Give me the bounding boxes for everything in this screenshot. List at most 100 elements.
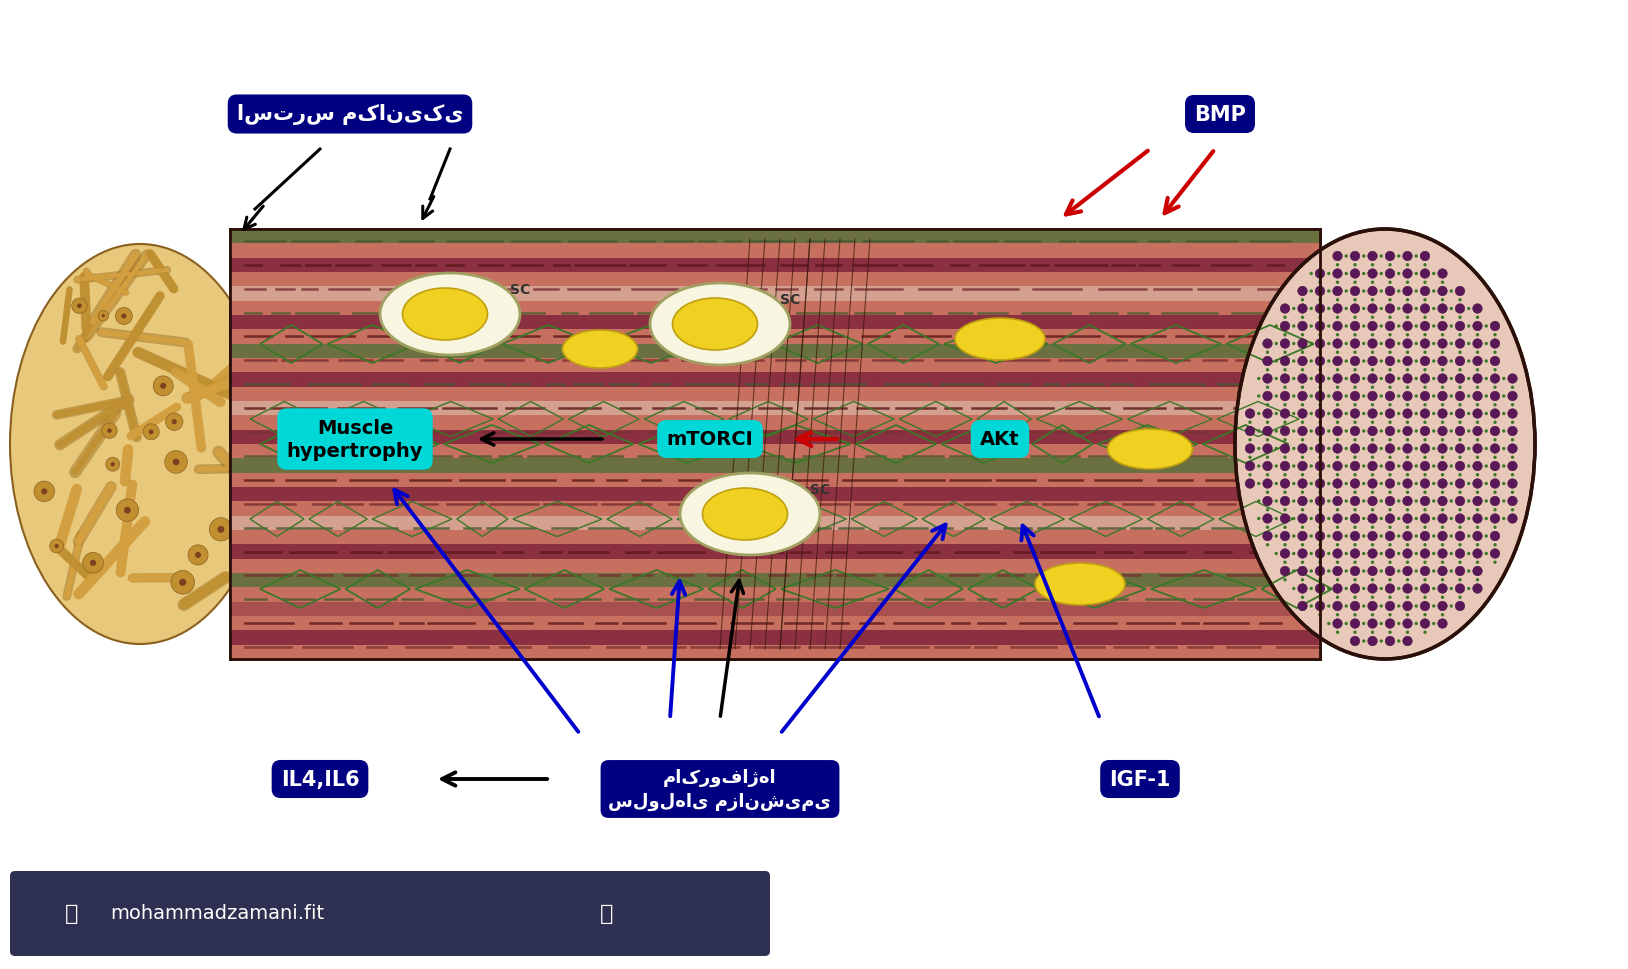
Ellipse shape	[1319, 526, 1322, 529]
Ellipse shape	[1415, 587, 1418, 590]
Ellipse shape	[1423, 439, 1426, 442]
Ellipse shape	[1379, 255, 1382, 259]
Ellipse shape	[1327, 430, 1330, 433]
Ellipse shape	[1371, 281, 1374, 285]
Ellipse shape	[1407, 578, 1410, 581]
Bar	[230, 487, 1320, 502]
Ellipse shape	[1283, 368, 1286, 372]
Ellipse shape	[1263, 391, 1273, 401]
Ellipse shape	[1415, 448, 1418, 451]
Ellipse shape	[1407, 387, 1410, 390]
Bar	[230, 316, 1320, 330]
Bar	[230, 473, 1320, 487]
Ellipse shape	[1327, 395, 1330, 398]
Ellipse shape	[1263, 444, 1273, 453]
Ellipse shape	[1315, 461, 1325, 471]
Ellipse shape	[1467, 483, 1470, 485]
Ellipse shape	[1467, 378, 1470, 381]
Ellipse shape	[1397, 395, 1400, 398]
Ellipse shape	[1337, 474, 1340, 477]
Ellipse shape	[1485, 359, 1488, 363]
Ellipse shape	[1363, 430, 1366, 433]
Ellipse shape	[1455, 426, 1465, 436]
Ellipse shape	[1455, 567, 1465, 577]
Ellipse shape	[1350, 409, 1359, 419]
Ellipse shape	[1389, 351, 1392, 355]
Ellipse shape	[1449, 483, 1452, 485]
Ellipse shape	[1379, 483, 1382, 485]
Ellipse shape	[1301, 333, 1304, 337]
Bar	[230, 401, 1320, 416]
Ellipse shape	[1490, 322, 1499, 331]
Ellipse shape	[1319, 404, 1322, 407]
Ellipse shape	[1257, 483, 1260, 485]
Ellipse shape	[1298, 532, 1307, 542]
Ellipse shape	[1333, 549, 1343, 559]
Ellipse shape	[1403, 532, 1413, 542]
Ellipse shape	[1397, 552, 1400, 555]
Ellipse shape	[1309, 535, 1312, 538]
Ellipse shape	[1280, 322, 1289, 331]
Ellipse shape	[1467, 430, 1470, 433]
Ellipse shape	[1385, 461, 1395, 471]
Ellipse shape	[34, 482, 54, 502]
Ellipse shape	[1319, 596, 1322, 599]
Ellipse shape	[1337, 264, 1340, 267]
Ellipse shape	[1459, 351, 1462, 355]
Bar	[230, 502, 1320, 516]
Ellipse shape	[1407, 631, 1410, 635]
Ellipse shape	[1333, 252, 1343, 262]
Bar	[230, 616, 1320, 631]
Ellipse shape	[1283, 509, 1286, 512]
Ellipse shape	[1493, 368, 1496, 372]
Ellipse shape	[1368, 269, 1377, 279]
Ellipse shape	[1353, 439, 1356, 442]
Ellipse shape	[1298, 339, 1307, 349]
Ellipse shape	[1319, 368, 1322, 372]
Ellipse shape	[1371, 333, 1374, 337]
Ellipse shape	[1433, 587, 1436, 590]
Ellipse shape	[1345, 448, 1348, 451]
Ellipse shape	[1441, 596, 1444, 599]
Ellipse shape	[148, 430, 153, 435]
Bar	[230, 344, 1320, 359]
Ellipse shape	[1315, 287, 1325, 297]
Ellipse shape	[1477, 509, 1480, 512]
Ellipse shape	[1301, 491, 1304, 494]
Ellipse shape	[1493, 351, 1496, 355]
Ellipse shape	[1309, 587, 1312, 590]
Ellipse shape	[1441, 491, 1444, 494]
Ellipse shape	[1293, 395, 1296, 398]
Ellipse shape	[1379, 570, 1382, 573]
Ellipse shape	[1345, 325, 1348, 328]
Ellipse shape	[1455, 409, 1465, 419]
Ellipse shape	[1333, 444, 1343, 453]
Ellipse shape	[1275, 535, 1278, 538]
Ellipse shape	[1438, 497, 1447, 506]
Ellipse shape	[1477, 491, 1480, 494]
Ellipse shape	[1368, 409, 1377, 419]
Ellipse shape	[1368, 461, 1377, 471]
Ellipse shape	[1441, 509, 1444, 512]
Ellipse shape	[1438, 391, 1447, 401]
Ellipse shape	[1455, 304, 1465, 314]
Ellipse shape	[83, 553, 104, 574]
Text: SC: SC	[780, 293, 801, 306]
Ellipse shape	[1263, 339, 1273, 349]
Ellipse shape	[1298, 322, 1307, 331]
Ellipse shape	[1353, 596, 1356, 599]
Ellipse shape	[1353, 422, 1356, 424]
Ellipse shape	[1423, 333, 1426, 337]
Ellipse shape	[1350, 374, 1359, 384]
Ellipse shape	[1493, 509, 1496, 512]
Ellipse shape	[1441, 298, 1444, 302]
Ellipse shape	[1280, 374, 1289, 384]
Bar	[230, 244, 1320, 259]
Ellipse shape	[1459, 368, 1462, 372]
Ellipse shape	[1257, 500, 1260, 503]
Ellipse shape	[1397, 465, 1400, 468]
Ellipse shape	[1477, 544, 1480, 547]
Ellipse shape	[1493, 404, 1496, 407]
Ellipse shape	[1315, 269, 1325, 279]
Ellipse shape	[1449, 570, 1452, 573]
